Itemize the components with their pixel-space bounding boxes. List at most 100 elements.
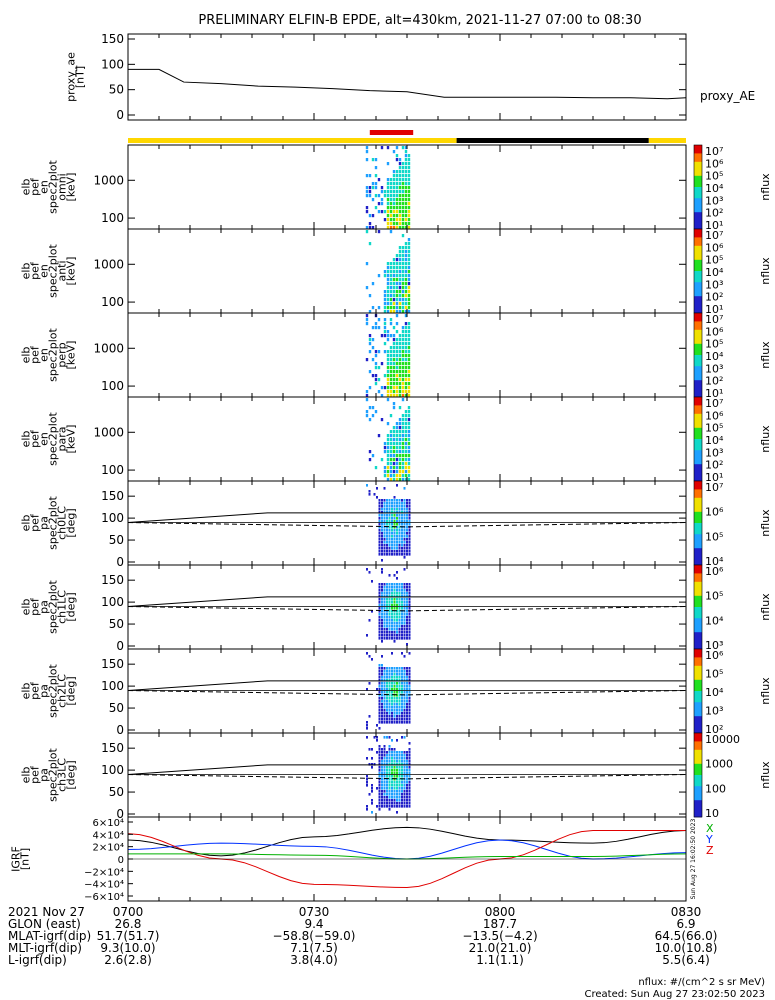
spectrogram-anti-pixel	[407, 290, 411, 294]
pitch-angle-ch1LC-pixel	[408, 607, 411, 610]
pitch-angle-ch2LC-pixel	[386, 700, 388, 703]
spectrogram-perp-pixel	[392, 326, 396, 330]
pitch-angle-ch0LC-pixel	[383, 520, 386, 523]
spectrogram-omni-pixel	[398, 178, 402, 182]
pitch-angle-ch3LC-pixel	[371, 763, 373, 766]
pitch-angle-ch1LC-pixel	[378, 625, 381, 628]
pitch-angle-ch2LC-pixel	[378, 688, 381, 691]
pitch-angle-ch1LC-colorbar-label: nflux	[759, 593, 772, 621]
pitch-angle-ch2LC-pixel	[383, 670, 386, 673]
spectrogram-anti-pixel	[404, 246, 408, 250]
pitch-angle-ch3LC-pixel	[408, 766, 411, 769]
spectrogram-para-pixel	[398, 442, 402, 446]
spectrogram-omni-colorbar-swatch	[694, 209, 702, 213]
pitch-angle-ch2LC-pixel	[393, 700, 396, 703]
pitch-angle-ch2LC-pixel	[401, 679, 403, 682]
pitch-angle-ch1LC-pixel	[408, 619, 411, 622]
spectrogram-para-colorbar-swatch	[694, 399, 702, 403]
pitch-angle-ch3LC-pixel	[381, 760, 383, 763]
spectrogram-omni-colorbar-tick-label: 10⁴	[705, 182, 724, 195]
spectrogram-omni-colorbar-swatch	[694, 170, 702, 174]
pitch-angle-ch2LC-pixel	[391, 694, 393, 697]
spectrogram-perp-pixel	[377, 390, 381, 394]
pitch-angle-ch0LC-pixel	[366, 484, 368, 487]
pitch-angle-ch0LC-pixel	[386, 514, 388, 517]
spectrogram-para-pixel	[401, 458, 405, 462]
spectrogram-omni-pixel	[368, 214, 372, 218]
pitch-angle-ch2LC-pixel	[378, 682, 381, 685]
spectrogram-perp-colorbar-swatch	[694, 315, 702, 319]
pitch-angle-ch3LC-pixel	[383, 796, 386, 799]
igrf-stamp: Sun Aug 27 16:02:50 2023	[690, 819, 697, 900]
spectrogram-omni-pixel	[365, 206, 369, 210]
pitch-angle-ch1LC-pixel	[386, 598, 388, 601]
spectrogram-anti-colorbar-tick-label: 10⁶	[705, 241, 724, 254]
pitch-angle-ch0LC-pixel	[401, 499, 403, 502]
igrf-legend-Z: Z	[706, 844, 714, 857]
pitch-angle-ch3LC-pixel	[378, 763, 381, 766]
pitch-angle-ch1LC-pixel	[396, 583, 398, 586]
pitch-angle-ch3LC-pixel	[393, 793, 396, 796]
pitch-angle-ch0LC-colorbar-swatch	[694, 492, 702, 496]
pitch-angle-ch3LC-pixel	[393, 751, 396, 754]
pitch-angle-ch3LC-pixel	[396, 805, 398, 808]
pitch-angle-ch2LC-pixel	[401, 673, 403, 676]
pitch-angle-ch0LC-pixel	[378, 550, 381, 553]
spectrogram-anti-pixel	[389, 306, 393, 310]
spectrogram-para-pixel	[395, 462, 399, 466]
pitch-angle-ch0LC-pixel	[408, 547, 411, 550]
pitch-angle-ch1LC-pixel	[408, 601, 411, 604]
spectrogram-anti-pixel	[368, 294, 372, 298]
spectrogram-omni-pixel	[368, 194, 372, 198]
spectrogram-omni-pixel	[395, 226, 399, 230]
pitch-angle-ch3LC-pixel	[381, 790, 383, 793]
xaxis-cell-mlt: 10.0(10.8)	[655, 941, 718, 955]
pitch-angle-ch2LC-pixel	[378, 718, 381, 721]
spectrogram-omni-pixel	[365, 190, 369, 194]
pitch-angle-ch3LC-pixel	[391, 787, 393, 790]
spectrogram-para-pixel	[398, 434, 402, 438]
spectrogram-omni-pixel	[401, 218, 405, 222]
spectrogram-anti-pixel	[398, 274, 402, 278]
spectrogram-perp-colorbar-swatch	[694, 313, 702, 317]
pitch-angle-ch2LC-pixel	[383, 697, 386, 700]
spectrogram-perp-colorbar-swatch	[694, 374, 702, 378]
pitch-angle-ch2LC-colorbar-label: nflux	[759, 677, 772, 705]
spectrogram-anti-pixel	[398, 310, 402, 314]
pitch-angle-ch3LC-pixel	[376, 787, 378, 790]
spectrogram-para-colorbar-tick-label: 10⁷	[705, 397, 723, 410]
spectrogram-omni-ytick-label: 100	[101, 211, 124, 225]
pitch-angle-ch2LC-pixel	[393, 706, 396, 709]
pitch-angle-ch2LC-pixel	[406, 703, 408, 706]
pitch-angle-ch2LC-pixel	[371, 658, 373, 661]
pitch-angle-ch0LC-pixel	[378, 544, 381, 547]
pitch-angle-ch3LC-colorbar-title: nflux	[759, 761, 772, 789]
pitch-angle-ch1LC-pixel	[393, 625, 396, 628]
pitch-angle-ch2LC-pixel	[408, 673, 411, 676]
spectrogram-para-pixel	[395, 434, 399, 438]
pitch-angle-ch1LC-colorbar-swatch	[694, 621, 702, 625]
pitch-angle-ch3LC-colorbar-swatch	[694, 752, 702, 756]
spectrogram-perp-pixel	[368, 350, 372, 354]
spectrogram-para-pixel	[368, 458, 372, 462]
spectrogram-perp-pixel	[404, 350, 408, 354]
pitch-angle-ch0LC-pixel	[393, 532, 396, 535]
pitch-angle-ch2LC-pixel	[406, 676, 408, 679]
pitch-angle-ch3LC-pixel	[383, 784, 386, 787]
pitch-angle-ch3LC-pixel	[366, 736, 368, 739]
pitch-angle-ch2LC-pixel	[383, 685, 386, 688]
spectrogram-perp-pixel	[407, 378, 411, 382]
pitch-angle-ch2LC-pixel	[396, 700, 398, 703]
pitch-angle-ch2LC-colorbar-swatch	[694, 721, 702, 725]
spectrogram-omni-colorbar-title: nflux	[759, 173, 772, 201]
pitch-angle-ch3LC-pixel	[388, 799, 391, 802]
spectrogram-omni-colorbar-tick-label: 10⁶	[705, 157, 724, 170]
pitch-angle-ch1LC-pixel	[403, 589, 406, 592]
pitch-angle-ch2LC-pixel	[401, 721, 403, 724]
spectrogram-perp-pixel	[383, 386, 387, 390]
pitch-angle-ch1LC-pixel	[401, 616, 403, 619]
pitch-angle-ch1LC-pixel	[381, 640, 383, 643]
spectrogram-omni-pixel	[404, 222, 408, 226]
pitch-angle-ch1LC-pixel	[378, 634, 381, 637]
igrf-series-X	[127, 826, 687, 857]
